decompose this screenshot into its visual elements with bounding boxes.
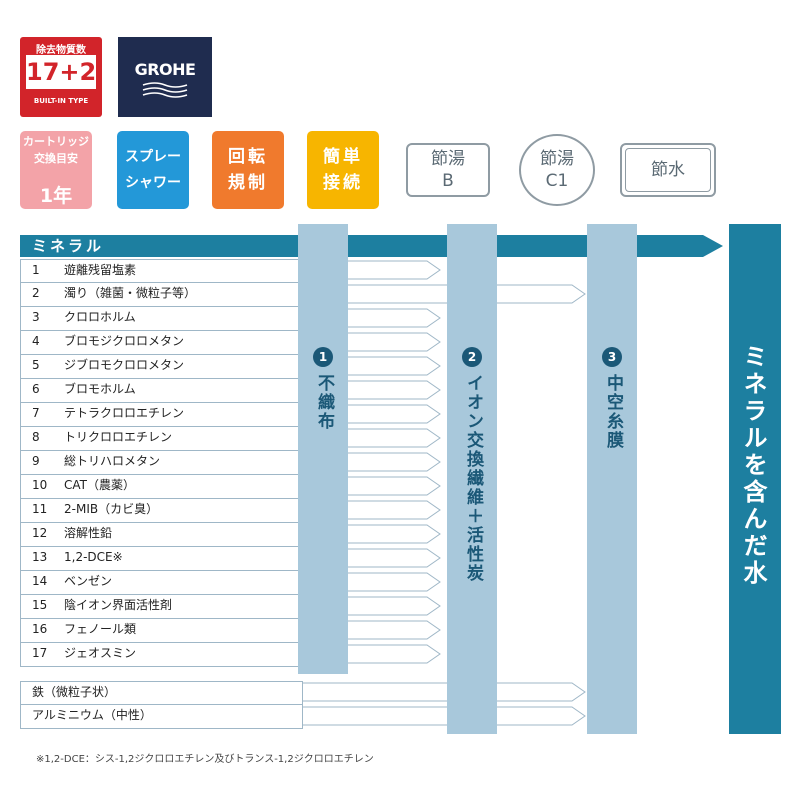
filter-2-number: 2 bbox=[462, 347, 482, 367]
badge-label: 除去物質数 bbox=[36, 45, 86, 56]
substance-row: 13 1,2-DCE※ bbox=[20, 547, 303, 571]
substance-row: 9 総トリハロメタン bbox=[20, 451, 303, 475]
substance-number: 6 bbox=[32, 382, 40, 396]
substance-name: 総トリハロメタン bbox=[64, 454, 161, 468]
substance-number: 8 bbox=[32, 430, 40, 444]
spray-shower-badge: スプレー シャワー bbox=[117, 131, 189, 209]
filter-1-number: 1 bbox=[313, 347, 333, 367]
mineral-arrowhead bbox=[703, 235, 723, 257]
substance-row: 2 濁り（雑菌・微粒子等） bbox=[20, 283, 303, 307]
brand-logo: GROHE bbox=[118, 37, 212, 117]
substance-number: 3 bbox=[32, 310, 40, 324]
substance-row: 12 溶解性鉛 bbox=[20, 523, 303, 547]
extra-arrow-1 bbox=[303, 706, 586, 726]
substance-number: 10 bbox=[32, 478, 48, 492]
substance-row: 7 テトラクロロエチレン bbox=[20, 403, 303, 427]
cartridge-lifespan-badge: カートリッジ 交換目安 1年 bbox=[20, 131, 92, 209]
substance-number: 11 bbox=[32, 502, 48, 516]
extra-arrow-0 bbox=[303, 682, 586, 702]
substance-name: 陰イオン界面活性剤 bbox=[64, 598, 173, 612]
substance-name: 1,2-DCE※ bbox=[64, 550, 123, 564]
substance-name: 濁り（雑菌・微粒子等） bbox=[64, 286, 197, 300]
filter-stage-3: 3 中空糸膜 bbox=[587, 224, 637, 734]
substance-name: クロロホルム bbox=[64, 310, 136, 324]
extra-substance-name: アルミニウム（中性） bbox=[32, 708, 152, 722]
substance-name: ベンゼン bbox=[64, 574, 113, 588]
substance-row: 8 トリクロロエチレン bbox=[20, 427, 303, 451]
extra-substance-name: 鉄（微粒子状） bbox=[32, 685, 117, 699]
result-label: ミネラルを含んだ水 bbox=[739, 344, 767, 587]
substance-row: 1 遊離残留塩素 bbox=[20, 259, 303, 283]
hot-water-saving-b-badge: 節湯 B bbox=[406, 143, 490, 197]
cartridge-label: カートリッジ 交換目安 bbox=[23, 134, 89, 165]
substance-row: 17 ジェオスミン bbox=[20, 643, 303, 667]
rotation-regulation-badge: 回転 規制 bbox=[212, 131, 284, 209]
substance-row: 6 ブロモホルム bbox=[20, 379, 303, 403]
filter-stage-1: 1 不織布 bbox=[298, 224, 348, 674]
substance-name: テトラクロロエチレン bbox=[64, 406, 185, 420]
result-column: ミネラルを含んだ水 bbox=[729, 224, 781, 734]
substance-name: 2-MIB（カビ臭） bbox=[64, 502, 159, 516]
substance-number: 16 bbox=[32, 622, 48, 636]
substance-number: 2 bbox=[32, 286, 40, 300]
substance-name: ブロモホルム bbox=[64, 382, 136, 396]
substance-number: 13 bbox=[32, 550, 48, 564]
badge-subtitle: BUILT-IN TYPE bbox=[33, 97, 89, 105]
substance-number: 12 bbox=[32, 526, 48, 540]
substance-row: 3 クロロホルム bbox=[20, 307, 303, 331]
substance-name: CAT（農薬） bbox=[64, 478, 135, 492]
extra-substance-row: アルミニウム（中性） bbox=[20, 705, 303, 729]
hot-water-saving-c1-badge: 節湯 C1 bbox=[519, 134, 595, 206]
substance-number: 14 bbox=[32, 574, 48, 588]
mineral-flow-bar bbox=[20, 235, 703, 257]
footnote: ※1,2-DCE：シス-1,2ジクロロエチレン及びトランス-1,2ジクロロエチレ… bbox=[36, 754, 374, 765]
substance-number: 9 bbox=[32, 454, 40, 468]
substance-number: 1 bbox=[32, 263, 40, 277]
substance-name: トリクロロエチレン bbox=[64, 430, 173, 444]
substance-name: 溶解性鉛 bbox=[64, 526, 113, 540]
substance-number: 15 bbox=[32, 598, 48, 612]
easy-connect-badge: 簡単 接続 bbox=[307, 131, 379, 209]
substance-row: 11 2-MIB（カビ臭） bbox=[20, 499, 303, 523]
filter-1-name: 不織布 bbox=[314, 374, 334, 431]
removal-count-badge: 除去物質数 17+2 BUILT-IN TYPE bbox=[20, 37, 102, 117]
substance-row: 16 フェノール類 bbox=[20, 619, 303, 643]
substance-number: 7 bbox=[32, 406, 40, 420]
substance-number: 5 bbox=[32, 358, 40, 372]
substance-row: 15 陰イオン界面活性剤 bbox=[20, 595, 303, 619]
filter-2-name: イオン交換繊維＋活性炭 bbox=[463, 374, 483, 583]
substance-name: ジェオスミン bbox=[64, 646, 137, 660]
badge-value: 17+2 bbox=[26, 55, 96, 89]
water-saving-badge: 節水 bbox=[620, 143, 716, 197]
cartridge-period: 1年 bbox=[39, 184, 73, 207]
substance-row: 5 ジブロモクロロメタン bbox=[20, 355, 303, 379]
substance-row: 14 ベンゼン bbox=[20, 571, 303, 595]
substance-row: 10 CAT（農薬） bbox=[20, 475, 303, 499]
mineral-label: ミネラル bbox=[32, 237, 105, 255]
filter-3-number: 3 bbox=[602, 347, 622, 367]
substance-name: フェノール類 bbox=[64, 622, 137, 636]
substance-number: 17 bbox=[32, 646, 48, 660]
wave-icon bbox=[142, 82, 188, 98]
brand-name: GROHE bbox=[134, 60, 196, 79]
substance-row: 4 ブロモジクロロメタン bbox=[20, 331, 303, 355]
filter-stage-2: 2 イオン交換繊維＋活性炭 bbox=[447, 224, 497, 734]
substance-name: ブロモジクロロメタン bbox=[64, 334, 185, 348]
substance-number: 4 bbox=[32, 334, 40, 348]
substance-name: ジブロモクロロメタン bbox=[64, 358, 185, 372]
filter-3-name: 中空糸膜 bbox=[603, 374, 623, 450]
extra-substance-row: 鉄（微粒子状） bbox=[20, 681, 303, 705]
substance-name: 遊離残留塩素 bbox=[64, 263, 137, 277]
